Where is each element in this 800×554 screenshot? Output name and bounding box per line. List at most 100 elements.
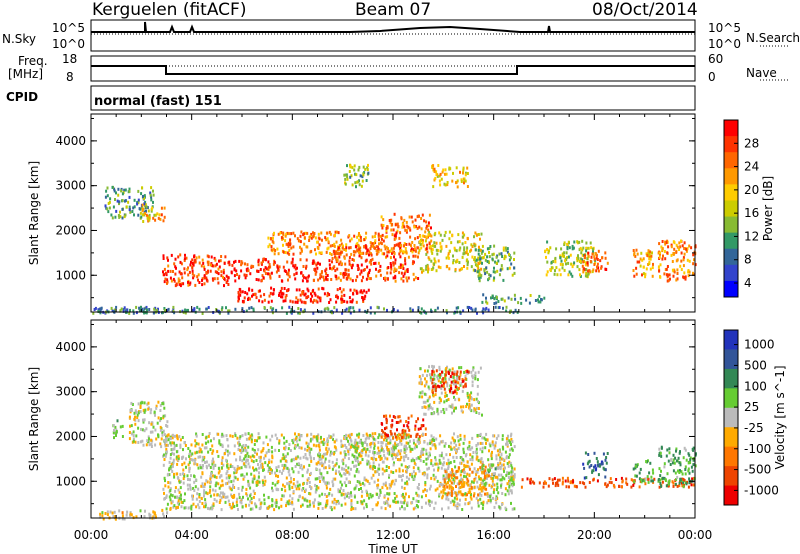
echo-cell: [635, 248, 638, 252]
echo-cell: [144, 212, 147, 215]
echo-cell: [417, 467, 420, 471]
echo-cell: [106, 207, 109, 211]
echo-cell: [476, 455, 479, 459]
echo-cell: [287, 470, 290, 474]
y-tick-label: 4000: [55, 134, 86, 148]
echo-cell: [683, 252, 686, 256]
echo-cell: [358, 165, 361, 169]
echo-cell: [319, 296, 322, 300]
echo-cell: [388, 486, 391, 490]
echo-cell: [349, 492, 352, 496]
echo-cell: [157, 307, 159, 311]
echo-cell: [299, 466, 302, 470]
echo-cell: [268, 504, 271, 508]
echo-cell: [388, 466, 390, 469]
echo-cell: [492, 443, 495, 447]
echo-cell: [500, 457, 503, 461]
echo-cell: [297, 311, 300, 315]
echo-cell: [137, 189, 140, 193]
echo-cell: [225, 281, 228, 284]
echo-cell: [299, 245, 301, 249]
echo-cell: [436, 487, 439, 491]
echo-cell: [309, 492, 312, 496]
echo-cell: [386, 486, 389, 490]
echo-cell: [239, 458, 241, 462]
echo-cell: [220, 461, 223, 465]
echo-cell: [497, 462, 499, 465]
echo-cell: [302, 482, 304, 486]
echo-cell: [357, 244, 360, 248]
echo-cell: [228, 503, 231, 506]
echo-cell: [449, 445, 452, 449]
echo-cell: [360, 184, 363, 188]
echo-cell: [400, 449, 403, 453]
echo-cell: [411, 447, 414, 451]
echo-cell: [343, 455, 346, 459]
echo-cell: [392, 276, 395, 280]
noise-panel-frame: [90, 19, 696, 52]
echo-cell: [512, 477, 515, 481]
echo-cell: [174, 434, 176, 438]
echo-cell: [394, 496, 397, 500]
echo-cell: [491, 440, 494, 444]
echo-cell: [448, 249, 451, 253]
echo-cell: [377, 478, 380, 482]
echo-cell: [321, 507, 324, 510]
echo-cell: [191, 262, 194, 265]
echo-cell: [366, 166, 369, 170]
echo-cell: [112, 205, 115, 209]
echo-cell: [486, 260, 489, 263]
echo-cell: [460, 457, 463, 461]
echo-cell: [373, 262, 376, 265]
echo-cell: [360, 494, 363, 498]
echo-cell: [236, 436, 239, 440]
echo-cell: [476, 384, 479, 388]
echo-cell: [464, 241, 467, 244]
echo-cell: [239, 435, 242, 439]
echo-cell: [290, 246, 293, 250]
echo-cell: [204, 461, 206, 464]
echo-cell: [492, 252, 495, 256]
echo-cell: [469, 453, 472, 457]
echo-cell: [547, 251, 550, 255]
echo-cell: [389, 504, 392, 508]
echo-cell: [509, 478, 512, 482]
echo-cell: [345, 276, 348, 280]
echo-cell: [187, 463, 190, 467]
echo-cell: [331, 493, 334, 497]
echo-cell: [442, 168, 445, 172]
echo-cell: [378, 455, 381, 459]
echo-cell: [430, 249, 433, 253]
echo-cell: [429, 406, 432, 410]
echo-cell: [250, 497, 253, 501]
echo-cell: [414, 424, 417, 428]
echo-cell: [441, 238, 444, 242]
echo-cell: [466, 477, 469, 481]
echo-cell: [329, 298, 332, 302]
echo-cell: [578, 268, 581, 272]
echo-cell: [417, 500, 420, 503]
echo-cell: [159, 403, 162, 407]
echo-cell: [357, 180, 360, 184]
echo-cell: [439, 233, 442, 237]
echo-cell: [125, 205, 128, 209]
echo-cell: [150, 422, 153, 426]
echo-cell: [581, 253, 584, 257]
echo-cell: [440, 384, 443, 388]
echo-cell: [431, 372, 434, 376]
echo-cell: [274, 249, 277, 252]
echo-cell: [463, 474, 465, 478]
echo-cell: [513, 258, 515, 261]
echo-cell: [337, 499, 340, 503]
echo-cell: [283, 494, 285, 498]
echo-cell: [506, 250, 509, 254]
echo-cell: [206, 254, 209, 258]
echo-cell: [175, 266, 177, 270]
echo-cell: [433, 400, 436, 404]
echo-cell: [409, 235, 412, 239]
echo-cell: [200, 484, 203, 488]
echo-cell: [117, 214, 120, 217]
echo-cell: [212, 278, 215, 282]
echo-cell: [165, 495, 168, 499]
echo-cell: [295, 271, 298, 275]
